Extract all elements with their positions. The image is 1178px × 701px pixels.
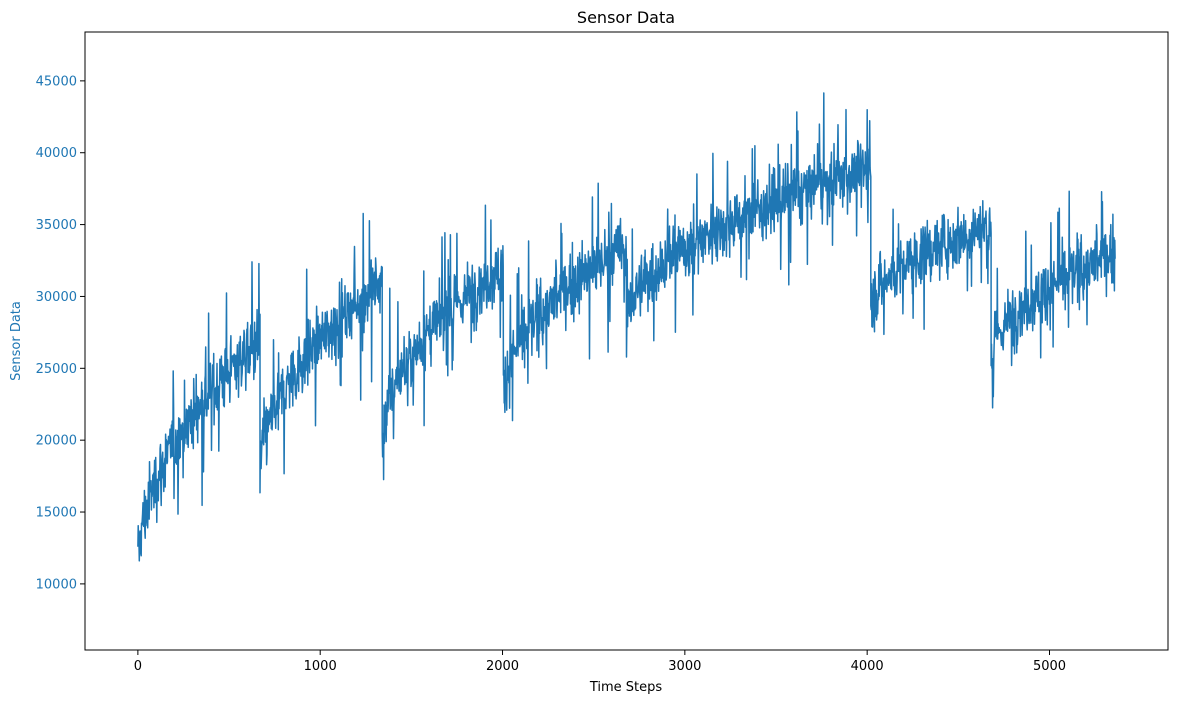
- y-axis-label: Sensor Data: [9, 301, 24, 381]
- y-tick-label: 15000: [36, 506, 77, 521]
- series-layer: [137, 92, 1116, 562]
- y-axis: 10000 15000 20000 25000 30000 35000 40000 45000: [36, 74, 85, 592]
- x-axis-label: Time Steps: [589, 680, 663, 695]
- x-tick-label: 2000: [486, 659, 519, 674]
- y-tick-label: 20000: [36, 434, 77, 449]
- x-tick-label: 5000: [1033, 659, 1066, 674]
- x-tick-label: 4000: [851, 659, 884, 674]
- x-axis: 0 1000 2000 3000 4000 5000: [134, 650, 1066, 674]
- chart-title: Sensor Data: [577, 8, 675, 27]
- y-tick-label: 40000: [36, 146, 77, 161]
- y-tick-label: 30000: [36, 290, 77, 305]
- y-tick-label: 10000: [36, 577, 77, 592]
- y-tick-label: 35000: [36, 218, 77, 233]
- x-tick-label: 1000: [304, 659, 337, 674]
- series-line: [137, 92, 1116, 562]
- x-tick-label: 3000: [668, 659, 701, 674]
- x-tick-label: 0: [134, 659, 142, 674]
- plot-frame: [84, 31, 1169, 651]
- y-tick-label: 45000: [36, 74, 77, 89]
- y-tick-label: 25000: [36, 362, 77, 377]
